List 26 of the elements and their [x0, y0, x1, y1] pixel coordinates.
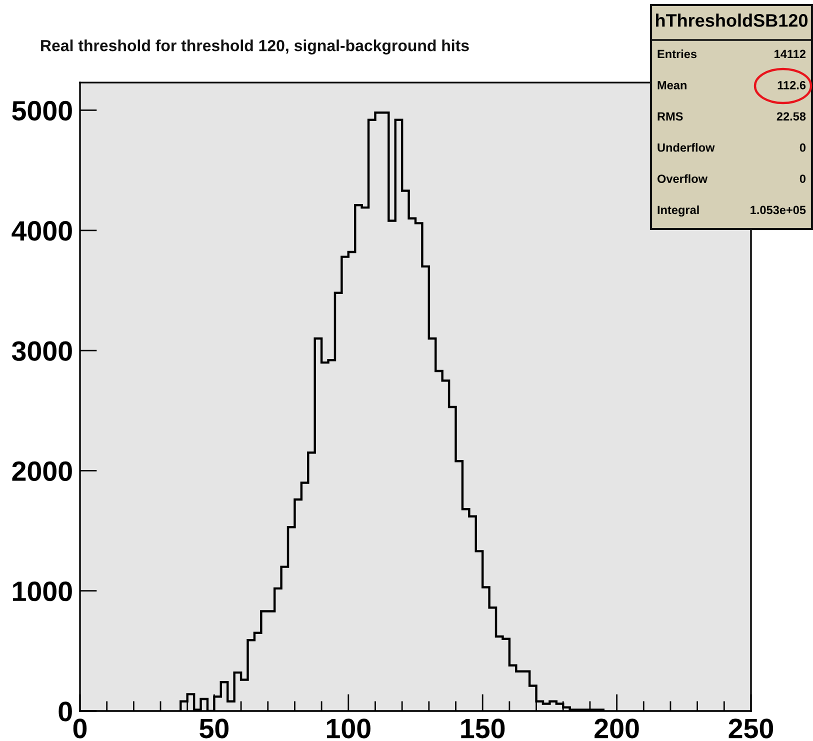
text: 14112 [774, 50, 806, 58]
chart-title: Real threshold for threshold 120, signal-background hits [41, 40, 469, 54]
text: 0 [800, 174, 806, 183]
x-tick-label: 150 [461, 718, 505, 738]
annotation: RMS [658, 112, 683, 121]
x-tick-label: 250 [728, 718, 774, 738]
annotation: 1.053e+05 [750, 206, 806, 214]
annotation: Overflow [657, 174, 708, 183]
annotation: Mean [658, 81, 686, 90]
y-tick-label: 5000 [12, 100, 72, 121]
text: 22.58 [776, 112, 806, 121]
y-tick-label: 0 [58, 702, 72, 722]
text: hThresholdSB120 [656, 14, 808, 27]
y-tick-label: 2000 [12, 461, 72, 482]
y-tick-label: 3000 [12, 341, 72, 361]
x-tick-label: 50 [200, 718, 229, 738]
y-tick-label: 4000 [12, 221, 72, 241]
text: 112.6 [778, 81, 806, 90]
x-tick-label: 100 [326, 718, 370, 738]
text: 0 [800, 143, 806, 152]
x-tick-label: 0 [73, 718, 87, 738]
text: Entries [658, 50, 697, 58]
annotation: Integral [658, 205, 699, 217]
y-tick-label: 1000 [13, 582, 72, 602]
annotation: Underflow [658, 143, 715, 152]
x-tick-label: 200 [594, 718, 639, 738]
